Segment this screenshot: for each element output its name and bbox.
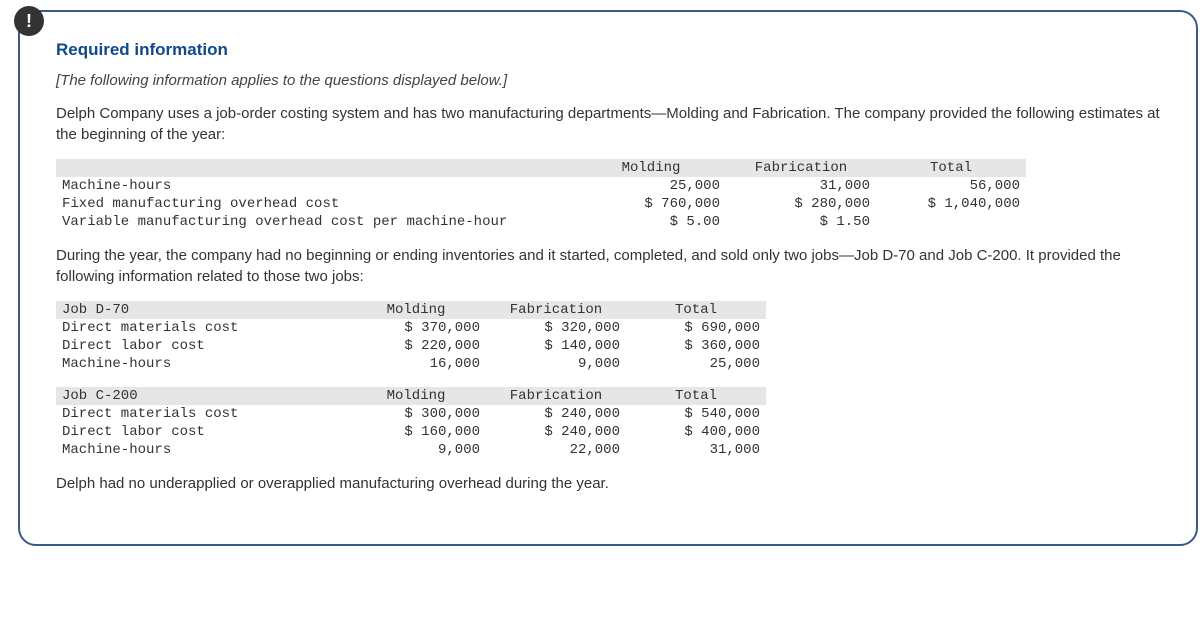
row-label: Machine-hours <box>56 355 346 373</box>
cell: $ 280,000 <box>726 195 876 213</box>
cell: $ 370,000 <box>346 319 486 337</box>
table-header-row: Job C-200 Molding Fabrication Total <box>56 387 766 405</box>
job-c200-table: Job C-200 Molding Fabrication Total Dire… <box>56 387 766 459</box>
cell: $ 760,000 <box>576 195 726 213</box>
table-row: Machine-hours 9,000 22,000 31,000 <box>56 441 766 459</box>
cell: 25,000 <box>626 355 766 373</box>
table-row: Direct materials cost $ 300,000 $ 240,00… <box>56 405 766 423</box>
row-label: Direct materials cost <box>56 405 346 423</box>
cell: 22,000 <box>486 441 626 459</box>
table-row: Fixed manufacturing overhead cost $ 760,… <box>56 195 1026 213</box>
cell: $ 300,000 <box>346 405 486 423</box>
jobs-paragraph: During the year, the company had no begi… <box>56 245 1160 287</box>
cell: $ 540,000 <box>626 405 766 423</box>
table-row: Direct labor cost $ 220,000 $ 140,000 $ … <box>56 337 766 355</box>
col-fabrication: Fabrication <box>726 159 876 177</box>
cell <box>876 213 1026 231</box>
table-row: Direct labor cost $ 160,000 $ 240,000 $ … <box>56 423 766 441</box>
row-label: Direct materials cost <box>56 319 346 337</box>
row-label: Variable manufacturing overhead cost per… <box>56 213 576 231</box>
col-total: Total <box>626 301 766 319</box>
closing-paragraph: Delph had no underapplied or overapplied… <box>56 473 1160 494</box>
cell: 56,000 <box>876 177 1026 195</box>
col-molding: Molding <box>346 301 486 319</box>
intro-paragraph: Delph Company uses a job-order costing s… <box>56 103 1160 145</box>
applies-subtitle: [The following information applies to th… <box>56 72 1160 89</box>
cell: $ 320,000 <box>486 319 626 337</box>
cell: 25,000 <box>576 177 726 195</box>
table-row: Variable manufacturing overhead cost per… <box>56 213 1026 231</box>
cell: 31,000 <box>626 441 766 459</box>
row-label: Direct labor cost <box>56 337 346 355</box>
cell: 16,000 <box>346 355 486 373</box>
col-total: Total <box>876 159 1026 177</box>
job-name: Job C-200 <box>56 387 346 405</box>
job-d70-table: Job D-70 Molding Fabrication Total Direc… <box>56 301 766 373</box>
table-row: Machine-hours 16,000 9,000 25,000 <box>56 355 766 373</box>
alert-icon: ! <box>14 6 44 36</box>
row-label: Direct labor cost <box>56 423 346 441</box>
table-header-row: Molding Fabrication Total <box>56 159 1026 177</box>
estimates-table: Molding Fabrication Total Machine-hours … <box>56 159 1026 231</box>
info-panel: ! Required information [The following in… <box>18 10 1198 546</box>
cell: $ 140,000 <box>486 337 626 355</box>
table-row: Direct materials cost $ 370,000 $ 320,00… <box>56 319 766 337</box>
col-fabrication: Fabrication <box>486 301 626 319</box>
col-fabrication: Fabrication <box>486 387 626 405</box>
cell: 31,000 <box>726 177 876 195</box>
cell: $ 240,000 <box>486 405 626 423</box>
col-molding: Molding <box>346 387 486 405</box>
row-label: Machine-hours <box>56 441 346 459</box>
cell: 9,000 <box>346 441 486 459</box>
cell: $ 240,000 <box>486 423 626 441</box>
cell: $ 1.50 <box>726 213 876 231</box>
table-row: Machine-hours 25,000 31,000 56,000 <box>56 177 1026 195</box>
col-total: Total <box>626 387 766 405</box>
cell: 9,000 <box>486 355 626 373</box>
alert-icon-glyph: ! <box>26 11 32 32</box>
cell: $ 360,000 <box>626 337 766 355</box>
cell: $ 690,000 <box>626 319 766 337</box>
job-name: Job D-70 <box>56 301 346 319</box>
row-label: Fixed manufacturing overhead cost <box>56 195 576 213</box>
cell: $ 220,000 <box>346 337 486 355</box>
required-info-title: Required information <box>56 40 1160 60</box>
row-label: Machine-hours <box>56 177 576 195</box>
col-molding: Molding <box>576 159 726 177</box>
cell: $ 400,000 <box>626 423 766 441</box>
cell: $ 5.00 <box>576 213 726 231</box>
cell: $ 1,040,000 <box>876 195 1026 213</box>
cell: $ 160,000 <box>346 423 486 441</box>
header-blank <box>56 159 576 177</box>
table-header-row: Job D-70 Molding Fabrication Total <box>56 301 766 319</box>
